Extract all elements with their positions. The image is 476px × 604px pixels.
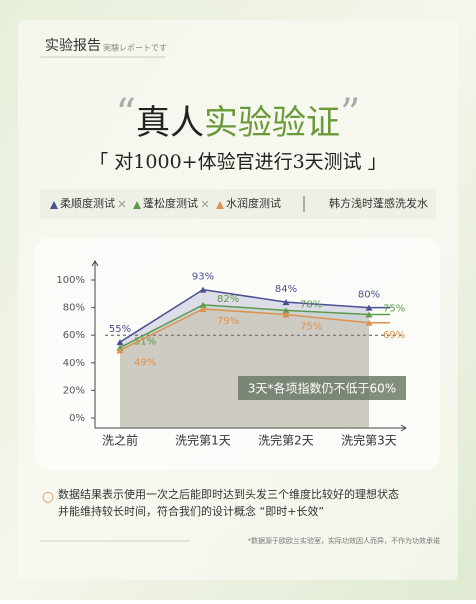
value-label: 84% bbox=[275, 284, 297, 295]
disclaimer: *数据源于欧欧兰实验室，实际功效因人而异，不作为功效承诺 bbox=[248, 536, 441, 545]
marker bbox=[282, 311, 290, 318]
legend-marker bbox=[50, 201, 58, 209]
y-tick-label: 100% bbox=[56, 275, 85, 286]
value-label: 49% bbox=[134, 357, 156, 368]
header-subtitle: 実験レポートです bbox=[103, 43, 167, 53]
y-tick-label: 80% bbox=[63, 303, 85, 314]
marker bbox=[282, 299, 290, 306]
marker bbox=[116, 347, 124, 354]
axis-arrow bbox=[91, 260, 407, 432]
legend-label: 蓬松度测试 bbox=[143, 196, 198, 210]
footer-line: 数据结果表示使用一次之后能即时达到头发三个维度比较好的理想状态 bbox=[58, 487, 399, 501]
quote: ” bbox=[340, 91, 360, 137]
y-tick-label: 0% bbox=[69, 413, 85, 424]
legend-label: 水润度测试 bbox=[226, 196, 281, 210]
value-label: 55% bbox=[109, 324, 131, 335]
marker bbox=[199, 301, 207, 308]
annotation-box bbox=[238, 376, 406, 400]
quote: “ bbox=[116, 91, 136, 137]
annotation: 3天*各项指数仍不低于60% bbox=[248, 381, 396, 396]
bullet: ○ bbox=[42, 489, 54, 505]
value-label: 93% bbox=[192, 272, 214, 283]
headline-green: 实验验证 bbox=[204, 103, 340, 143]
x-tick-label: 洗完第3天 bbox=[341, 433, 397, 448]
value-label: 79% bbox=[217, 316, 239, 327]
x-tick-label: 洗完第2天 bbox=[258, 433, 314, 448]
marker bbox=[282, 307, 290, 314]
chart-card bbox=[35, 238, 440, 470]
x-tick-label: 洗之前 bbox=[102, 433, 138, 448]
footer-line: 并能维持较长时间，符合我们的设计概念 “即时+长效” bbox=[58, 504, 324, 518]
headline: “真人实验验证” bbox=[116, 91, 361, 143]
marker bbox=[199, 286, 207, 293]
y-tick-label: 20% bbox=[63, 385, 85, 396]
marker bbox=[365, 319, 373, 326]
x-tick-label: 洗完第1天 bbox=[175, 433, 231, 448]
value-label: 51% bbox=[134, 337, 156, 348]
marker bbox=[365, 311, 373, 318]
header-title: 实验报告 bbox=[45, 38, 101, 54]
product-name: 韩方浅时蓬感洗发水 bbox=[329, 196, 428, 210]
marker bbox=[199, 305, 207, 312]
legend-marker bbox=[216, 201, 224, 209]
legend-label: 柔顺度测试 bbox=[60, 196, 115, 210]
legend-marker bbox=[133, 201, 141, 209]
value-label: 80% bbox=[358, 290, 380, 301]
value-label: 69% bbox=[383, 330, 405, 341]
legend-bar bbox=[40, 189, 436, 219]
value-label: 78% bbox=[300, 299, 322, 310]
value-label: 82% bbox=[217, 294, 239, 305]
separator bbox=[201, 200, 209, 208]
subtitle: 「 对1000+体验官进行3天测试 」 bbox=[89, 151, 386, 173]
marker bbox=[116, 339, 124, 346]
y-tick-label: 60% bbox=[63, 330, 85, 341]
value-label: 75% bbox=[383, 304, 405, 315]
y-tick-label: 40% bbox=[63, 358, 85, 369]
headline-dark: 真人 bbox=[136, 103, 204, 143]
marker bbox=[365, 304, 373, 311]
separator bbox=[118, 200, 126, 208]
value-label: 75% bbox=[300, 322, 322, 333]
